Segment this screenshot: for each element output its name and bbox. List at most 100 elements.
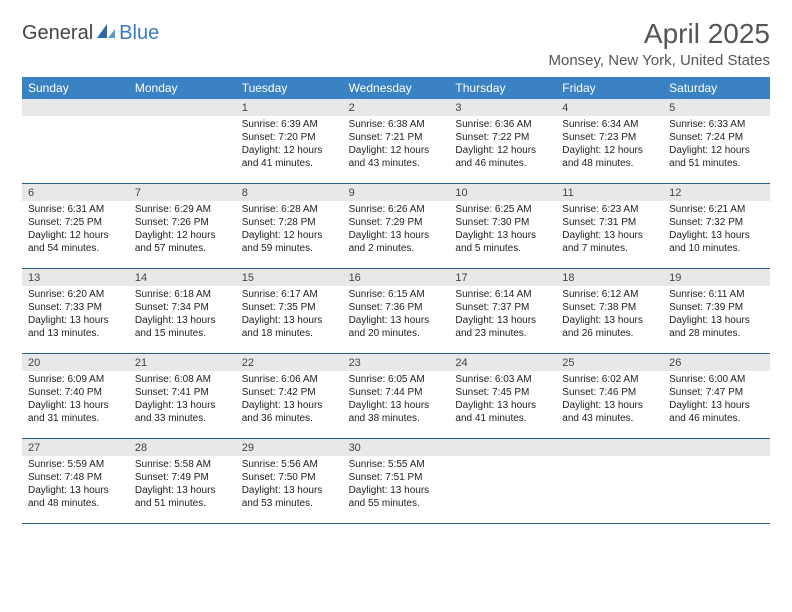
day-number: 4 [556,99,663,116]
day-number [556,439,663,456]
day-cell: 10Sunrise: 6:25 AMSunset: 7:30 PMDayligh… [449,184,556,268]
sunset-text: Sunset: 7:38 PM [562,301,657,314]
sunrise-text: Sunrise: 6:26 AM [349,203,444,216]
logo-sail-icon [95,22,117,45]
day-content: Sunrise: 6:12 AMSunset: 7:38 PMDaylight:… [556,286,663,344]
daylight-text: Daylight: 13 hours and 18 minutes. [242,314,337,340]
day-cell: 30Sunrise: 5:55 AMSunset: 7:51 PMDayligh… [343,439,450,523]
sunset-text: Sunset: 7:20 PM [242,131,337,144]
day-cell: 17Sunrise: 6:14 AMSunset: 7:37 PMDayligh… [449,269,556,353]
day-cell: 20Sunrise: 6:09 AMSunset: 7:40 PMDayligh… [22,354,129,438]
daylight-text: Daylight: 13 hours and 36 minutes. [242,399,337,425]
sunset-text: Sunset: 7:44 PM [349,386,444,399]
day-content: Sunrise: 6:11 AMSunset: 7:39 PMDaylight:… [663,286,770,344]
logo-text-blue: Blue [119,22,159,45]
daylight-text: Daylight: 12 hours and 51 minutes. [669,144,764,170]
week-row: 6Sunrise: 6:31 AMSunset: 7:25 PMDaylight… [22,184,770,269]
sunset-text: Sunset: 7:33 PM [28,301,123,314]
day-content: Sunrise: 6:00 AMSunset: 7:47 PMDaylight:… [663,371,770,429]
week-row: 1Sunrise: 6:39 AMSunset: 7:20 PMDaylight… [22,99,770,184]
weekday-header: Sunday [22,77,129,99]
day-number: 11 [556,184,663,201]
day-number: 22 [236,354,343,371]
page: General Blue April 2025 Monsey, New York… [0,0,792,542]
sunrise-text: Sunrise: 6:23 AM [562,203,657,216]
daylight-text: Daylight: 12 hours and 54 minutes. [28,229,123,255]
day-number: 18 [556,269,663,286]
sunset-text: Sunset: 7:31 PM [562,216,657,229]
sunset-text: Sunset: 7:34 PM [135,301,230,314]
day-number: 26 [663,354,770,371]
sunset-text: Sunset: 7:29 PM [349,216,444,229]
day-number: 1 [236,99,343,116]
day-cell: 21Sunrise: 6:08 AMSunset: 7:41 PMDayligh… [129,354,236,438]
day-content: Sunrise: 6:36 AMSunset: 7:22 PMDaylight:… [449,116,556,174]
day-content [556,456,663,462]
day-cell: 2Sunrise: 6:38 AMSunset: 7:21 PMDaylight… [343,99,450,183]
day-cell: 26Sunrise: 6:00 AMSunset: 7:47 PMDayligh… [663,354,770,438]
sunset-text: Sunset: 7:32 PM [669,216,764,229]
logo: General Blue [22,22,159,45]
day-content [449,456,556,462]
day-cell: 12Sunrise: 6:21 AMSunset: 7:32 PMDayligh… [663,184,770,268]
sunset-text: Sunset: 7:37 PM [455,301,550,314]
sunrise-text: Sunrise: 6:09 AM [28,373,123,386]
daylight-text: Daylight: 13 hours and 5 minutes. [455,229,550,255]
daylight-text: Daylight: 13 hours and 48 minutes. [28,484,123,510]
sunset-text: Sunset: 7:28 PM [242,216,337,229]
day-content: Sunrise: 6:31 AMSunset: 7:25 PMDaylight:… [22,201,129,259]
day-cell: 28Sunrise: 5:58 AMSunset: 7:49 PMDayligh… [129,439,236,523]
header: General Blue April 2025 Monsey, New York… [22,18,770,69]
day-cell: 6Sunrise: 6:31 AMSunset: 7:25 PMDaylight… [22,184,129,268]
title-block: April 2025 Monsey, New York, United Stat… [549,18,771,69]
day-number: 15 [236,269,343,286]
sunset-text: Sunset: 7:49 PM [135,471,230,484]
day-cell: 13Sunrise: 6:20 AMSunset: 7:33 PMDayligh… [22,269,129,353]
daylight-text: Daylight: 13 hours and 15 minutes. [135,314,230,340]
day-content: Sunrise: 6:25 AMSunset: 7:30 PMDaylight:… [449,201,556,259]
sunrise-text: Sunrise: 6:12 AM [562,288,657,301]
day-number: 10 [449,184,556,201]
day-content: Sunrise: 5:56 AMSunset: 7:50 PMDaylight:… [236,456,343,514]
day-cell: 14Sunrise: 6:18 AMSunset: 7:34 PMDayligh… [129,269,236,353]
week-row: 20Sunrise: 6:09 AMSunset: 7:40 PMDayligh… [22,354,770,439]
weekday-header: Monday [129,77,236,99]
daylight-text: Daylight: 12 hours and 41 minutes. [242,144,337,170]
day-content: Sunrise: 6:14 AMSunset: 7:37 PMDaylight:… [449,286,556,344]
day-cell: 23Sunrise: 6:05 AMSunset: 7:44 PMDayligh… [343,354,450,438]
sunrise-text: Sunrise: 5:56 AM [242,458,337,471]
day-content: Sunrise: 5:58 AMSunset: 7:49 PMDaylight:… [129,456,236,514]
sunrise-text: Sunrise: 5:55 AM [349,458,444,471]
day-cell [129,99,236,183]
week-row: 27Sunrise: 5:59 AMSunset: 7:48 PMDayligh… [22,439,770,524]
day-content: Sunrise: 6:15 AMSunset: 7:36 PMDaylight:… [343,286,450,344]
sunset-text: Sunset: 7:48 PM [28,471,123,484]
sunrise-text: Sunrise: 6:17 AM [242,288,337,301]
day-content: Sunrise: 6:21 AMSunset: 7:32 PMDaylight:… [663,201,770,259]
sunrise-text: Sunrise: 6:20 AM [28,288,123,301]
week-row: 13Sunrise: 6:20 AMSunset: 7:33 PMDayligh… [22,269,770,354]
day-content: Sunrise: 6:06 AMSunset: 7:42 PMDaylight:… [236,371,343,429]
day-cell: 27Sunrise: 5:59 AMSunset: 7:48 PMDayligh… [22,439,129,523]
day-content: Sunrise: 6:03 AMSunset: 7:45 PMDaylight:… [449,371,556,429]
day-cell [22,99,129,183]
day-number [663,439,770,456]
day-number [22,99,129,116]
day-cell: 22Sunrise: 6:06 AMSunset: 7:42 PMDayligh… [236,354,343,438]
sunrise-text: Sunrise: 6:03 AM [455,373,550,386]
day-content: Sunrise: 6:28 AMSunset: 7:28 PMDaylight:… [236,201,343,259]
day-cell: 11Sunrise: 6:23 AMSunset: 7:31 PMDayligh… [556,184,663,268]
day-number: 9 [343,184,450,201]
day-number: 5 [663,99,770,116]
sunrise-text: Sunrise: 5:59 AM [28,458,123,471]
day-content: Sunrise: 6:08 AMSunset: 7:41 PMDaylight:… [129,371,236,429]
sunset-text: Sunset: 7:21 PM [349,131,444,144]
sunrise-text: Sunrise: 6:08 AM [135,373,230,386]
sunset-text: Sunset: 7:36 PM [349,301,444,314]
sunrise-text: Sunrise: 6:15 AM [349,288,444,301]
weeks-container: 1Sunrise: 6:39 AMSunset: 7:20 PMDaylight… [22,99,770,524]
sunset-text: Sunset: 7:39 PM [669,301,764,314]
day-number: 16 [343,269,450,286]
sunrise-text: Sunrise: 6:18 AM [135,288,230,301]
day-content: Sunrise: 6:34 AMSunset: 7:23 PMDaylight:… [556,116,663,174]
